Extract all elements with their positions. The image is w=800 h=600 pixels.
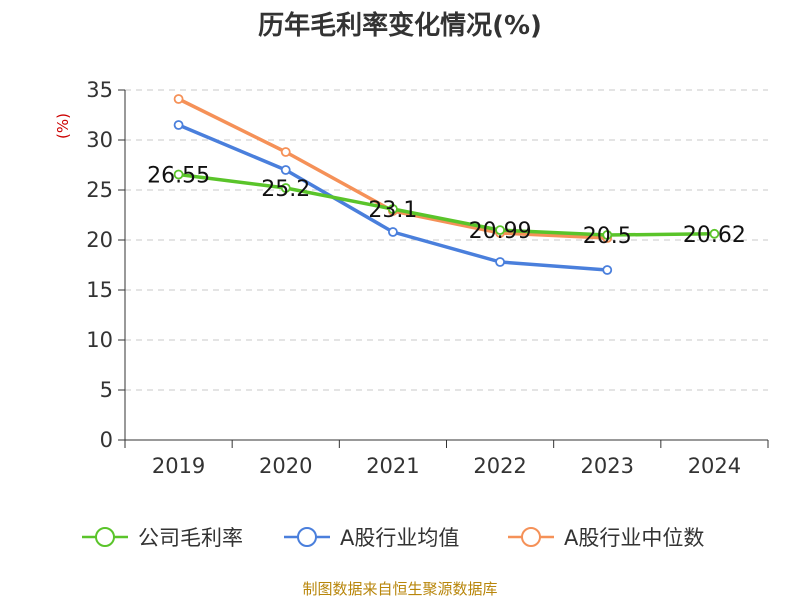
y-tick-label: 25	[86, 178, 113, 202]
data-point	[280, 147, 291, 157]
data-label: 20.62	[683, 223, 746, 248]
data-point	[280, 183, 291, 193]
data-label: 25.2	[261, 177, 310, 202]
data-label: 23.1	[368, 198, 417, 223]
x-tick-label: 2020	[259, 454, 312, 478]
legend-label: 公司毛利率	[138, 526, 243, 550]
legend-swatch-marker	[95, 527, 115, 547]
data-point	[602, 230, 613, 240]
legend[interactable]: 公司毛利率 A股行业均值 A股行业中位数	[82, 526, 704, 550]
data-point	[388, 227, 398, 237]
data-point	[388, 204, 398, 214]
y-tick-label: 30	[86, 128, 113, 152]
data-label: 26.55	[147, 164, 210, 189]
series-line-0	[176, 172, 717, 237]
data-point	[709, 228, 720, 239]
data-point	[173, 94, 184, 104]
legend-swatch-marker	[521, 527, 541, 547]
y-tick-label: 10	[86, 328, 113, 352]
series-lines	[173, 94, 720, 275]
data-point	[280, 165, 291, 175]
y-tick-label: 5	[100, 378, 113, 402]
y-tick-label: 35	[86, 78, 113, 102]
y-tick-label: 0	[100, 428, 113, 452]
y-axis-unit-label: (%)	[54, 113, 72, 139]
data-point	[602, 265, 613, 275]
data-label: 20.5	[583, 224, 632, 249]
source-note: 制图数据来自恒生聚源数据库	[302, 580, 497, 598]
x-tick-label: 2021	[366, 454, 419, 478]
x-tick-label: 2022	[473, 454, 526, 478]
data-point	[495, 225, 505, 236]
data-label: 20.99	[469, 219, 532, 244]
chart-title: 历年毛利率变化情况(%)	[258, 10, 542, 41]
data-labels: 26.55 25.2 23.1 20.99 20.5 20.62	[147, 164, 746, 250]
x-tick-label: 2023	[581, 454, 634, 478]
data-point	[495, 257, 505, 267]
legend-label: A股行业中位数	[564, 526, 704, 550]
y-tick-label: 20	[86, 228, 113, 252]
legend-label: A股行业均值	[340, 526, 459, 550]
x-tick-label: 2019	[152, 454, 205, 478]
y-tick-label: 15	[86, 278, 113, 302]
data-point	[173, 169, 184, 180]
axes: 0 5 10 15 20 25 30 35 2019 2020 2021 2022 2023 2024	[86, 78, 769, 478]
grid-lines	[125, 89, 768, 391]
x-tick-label: 2024	[688, 454, 741, 478]
legend-swatch-marker	[297, 527, 317, 547]
data-point	[173, 120, 184, 130]
